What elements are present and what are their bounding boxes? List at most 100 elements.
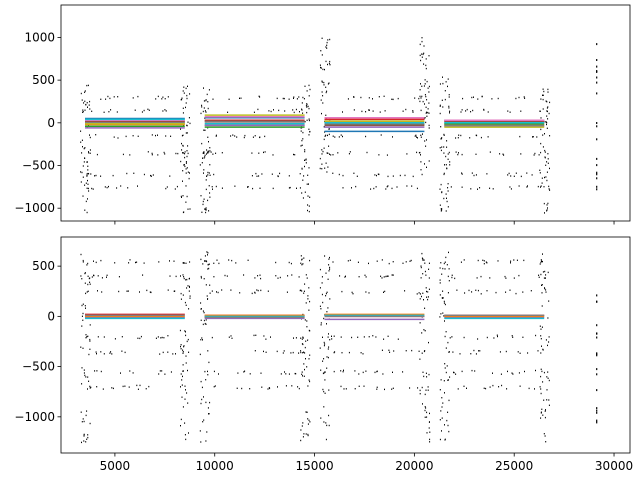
scatter-point-101 bbox=[184, 156, 186, 159]
scatter-point-296 bbox=[309, 88, 311, 91]
scatter-point-540 bbox=[353, 96, 355, 98]
scatter-point-600 bbox=[397, 338, 399, 340]
scatter-point-477 bbox=[424, 79, 426, 81]
scatter-point-746 bbox=[541, 284, 542, 286]
scatter-point-628 bbox=[439, 83, 441, 85]
scatter-point-169 bbox=[97, 336, 99, 338]
scatter-point-494 bbox=[425, 67, 427, 70]
scatter-point-642 bbox=[376, 388, 378, 390]
scatter-point-275 bbox=[208, 413, 210, 415]
scatter-point-206 bbox=[204, 154, 206, 156]
scatter-point-814 bbox=[492, 188, 494, 190]
scatter-point-177 bbox=[126, 172, 128, 175]
scatter-point-328 bbox=[288, 98, 290, 100]
scatter-point-117 bbox=[186, 340, 188, 343]
scatter-point-397 bbox=[211, 186, 213, 188]
scatter-point-208 bbox=[96, 386, 98, 388]
scatter-point-839 bbox=[517, 351, 519, 353]
scatter-point-330 bbox=[305, 433, 307, 435]
scatter-point-175 bbox=[137, 337, 139, 339]
scatter-point-108 bbox=[189, 208, 191, 210]
scatter-point-482 bbox=[423, 45, 425, 47]
scatter-point-481 bbox=[426, 111, 428, 113]
scatter-point-217 bbox=[145, 388, 147, 390]
scatter-point-161 bbox=[157, 134, 158, 136]
scatter-point-719 bbox=[549, 167, 550, 170]
scatter-point-478 bbox=[322, 388, 324, 391]
scatter-point-398 bbox=[303, 351, 305, 353]
scatter-point-387 bbox=[256, 175, 258, 177]
scatter-point-169 bbox=[184, 153, 186, 155]
scatter-point-12 bbox=[82, 165, 84, 167]
scatter-point-414 bbox=[321, 91, 323, 93]
scatter-point-671 bbox=[449, 164, 451, 166]
scatter-point-337 bbox=[276, 97, 278, 100]
scatter-point-469 bbox=[322, 301, 324, 304]
scatter-point-351 bbox=[247, 259, 249, 261]
scatter-point-548 bbox=[422, 403, 423, 405]
scatter-point-879 bbox=[596, 407, 598, 410]
scatter-point-131 bbox=[129, 259, 131, 261]
scatter-point-747 bbox=[509, 111, 511, 113]
scatter-point-27 bbox=[89, 324, 91, 326]
scatter-point-179 bbox=[100, 175, 102, 177]
scatter-point-251 bbox=[199, 430, 201, 432]
scatter-point-6 bbox=[81, 441, 82, 444]
scatter-point-614 bbox=[381, 349, 383, 351]
scatter-point-171 bbox=[177, 152, 179, 155]
scatter-point-660 bbox=[443, 172, 445, 175]
scatter-point-655 bbox=[449, 110, 451, 112]
scatter-point-499 bbox=[426, 376, 428, 378]
scatter-point-557 bbox=[347, 260, 349, 262]
scatter-point-371 bbox=[212, 153, 214, 155]
scatter-point-681 bbox=[444, 303, 446, 306]
scatter-point-193 bbox=[108, 185, 109, 188]
scatter-point-320 bbox=[308, 287, 310, 289]
scatter-point-43 bbox=[80, 130, 82, 132]
scatter-point-195 bbox=[116, 187, 118, 189]
scatter-point-675 bbox=[543, 90, 545, 93]
scatter-point-851 bbox=[471, 369, 473, 372]
scatter-point-149 bbox=[149, 291, 151, 293]
scatter-point-196 bbox=[120, 372, 121, 374]
scatter-point-523 bbox=[427, 389, 429, 391]
scatter-point-349 bbox=[293, 111, 295, 114]
scatter-point-852 bbox=[455, 373, 457, 375]
scatter-point-528 bbox=[425, 274, 427, 276]
scatter-point-59 bbox=[87, 84, 89, 87]
scatter-point-159 bbox=[165, 135, 167, 137]
scatter-point-249 bbox=[208, 210, 210, 212]
scatter-point-313 bbox=[309, 259, 311, 262]
scatter-point-827 bbox=[449, 337, 451, 339]
scatter-point-288 bbox=[307, 385, 309, 387]
scatter-point-538 bbox=[425, 372, 427, 374]
scatter-point-563 bbox=[410, 259, 412, 262]
scatter-point-624 bbox=[411, 349, 413, 352]
scatter-point-395 bbox=[289, 186, 291, 189]
scatter-point-162 bbox=[183, 152, 185, 154]
scatter-point-468 bbox=[428, 85, 430, 88]
scatter-point-48 bbox=[80, 253, 82, 256]
scatter-point-256 bbox=[200, 112, 202, 115]
scatter-point-48 bbox=[81, 139, 83, 141]
scatter-point-219 bbox=[208, 89, 210, 91]
scatter-point-853 bbox=[453, 371, 454, 374]
scatter-point-255 bbox=[203, 396, 204, 398]
scatter-point-625 bbox=[360, 352, 362, 354]
scatter-point-744 bbox=[524, 97, 526, 99]
scatter-point-640 bbox=[409, 387, 411, 389]
scatter-point-753 bbox=[539, 110, 541, 112]
scatter-point-647 bbox=[343, 388, 345, 390]
scatter-point-562 bbox=[416, 136, 417, 138]
scatter-point-639 bbox=[441, 146, 443, 148]
scatter-point-574 bbox=[378, 154, 380, 156]
scatter-point-205 bbox=[148, 385, 150, 388]
scatter-point-489 bbox=[319, 305, 321, 307]
scatter-point-536 bbox=[427, 298, 429, 301]
scatter-point-123 bbox=[105, 98, 107, 100]
scatter-point-571 bbox=[327, 152, 329, 154]
scatter-point-370 bbox=[208, 151, 210, 153]
scatter-point-207 bbox=[112, 387, 114, 390]
scatter-point-479 bbox=[426, 80, 428, 83]
scatter-point-512 bbox=[425, 58, 427, 60]
